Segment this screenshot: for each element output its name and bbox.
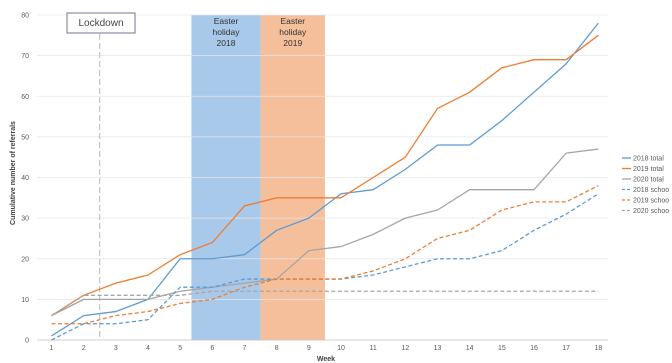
x-tick-label-8: 8 bbox=[275, 345, 279, 352]
x-tick-label-13: 13 bbox=[434, 345, 442, 352]
easter-band-0-label-1: holiday bbox=[213, 27, 241, 37]
x-tick-label-14: 14 bbox=[466, 345, 474, 352]
lockdown-label: Lockdown bbox=[78, 18, 123, 29]
y-tick-label-70: 70 bbox=[21, 53, 29, 60]
legend-entry-3: 2018 schoo bbox=[633, 187, 669, 194]
x-tick-label-9: 9 bbox=[307, 345, 311, 352]
y-tick-label-80: 80 bbox=[21, 13, 29, 20]
x-tick-label-16: 16 bbox=[530, 345, 538, 352]
legend-entry-2: 2020 total bbox=[633, 177, 664, 184]
gridlines bbox=[37, 14, 608, 341]
y-tick-label-50: 50 bbox=[21, 134, 29, 141]
x-tick-label-12: 12 bbox=[401, 345, 409, 352]
series-line-2020-total bbox=[51, 148, 599, 317]
easter-band-0-label-0: Easter bbox=[214, 16, 239, 26]
series-line-2018-total bbox=[51, 22, 599, 337]
y-tick-label-20: 20 bbox=[21, 256, 29, 263]
easter-band-1-label-1: holiday bbox=[279, 27, 307, 37]
x-axis-label: Week bbox=[317, 356, 335, 363]
easter-band-1-label-0: Easter bbox=[280, 16, 305, 26]
x-tick-label-2: 2 bbox=[82, 345, 86, 352]
x-tick-label-10: 10 bbox=[337, 345, 345, 352]
series-line-2019-total bbox=[51, 34, 599, 317]
series-line-2020-schoo bbox=[51, 290, 599, 317]
legend: 2018 total 2019 total 2020 total 2018 schoo… bbox=[622, 156, 669, 215]
legend-entry-4: 2019 schoo bbox=[633, 198, 669, 205]
x-tick-label-4: 4 bbox=[146, 345, 150, 352]
y-axis-label: Cumulative number of referrals bbox=[10, 121, 17, 225]
x-tick-label-15: 15 bbox=[498, 345, 506, 352]
x-tick-label-7: 7 bbox=[243, 345, 247, 352]
x-tick-label-17: 17 bbox=[562, 345, 570, 352]
x-tick-label-6: 6 bbox=[210, 345, 214, 352]
y-tick-label-10: 10 bbox=[21, 297, 29, 304]
easter-band-1-label-2: 2019 bbox=[283, 38, 302, 48]
x-tick-label-1: 1 bbox=[50, 345, 54, 352]
lockdown-label-box bbox=[66, 12, 136, 34]
x-tick-label-3: 3 bbox=[114, 345, 118, 352]
legend-entry-1: 2019 total bbox=[633, 166, 664, 173]
y-tick-label-30: 30 bbox=[21, 216, 29, 223]
lockdown-annotation: Lockdown bbox=[66, 12, 136, 340]
legend-entry-5: 2020 schoo bbox=[633, 208, 669, 215]
y-tick-label-60: 60 bbox=[21, 94, 29, 101]
x-tick-label-18: 18 bbox=[594, 345, 602, 352]
series-line-2019-schoo bbox=[51, 185, 599, 325]
y-tick-label-40: 40 bbox=[21, 175, 29, 182]
legend-entry-0: 2018 total bbox=[633, 156, 664, 163]
easter-band-0-label-2: 2018 bbox=[217, 38, 236, 48]
x-tick-label-5: 5 bbox=[178, 345, 182, 352]
series-lines bbox=[51, 22, 599, 341]
y-tick-label-0: 0 bbox=[25, 338, 29, 345]
x-tick-label-11: 11 bbox=[370, 345, 377, 352]
